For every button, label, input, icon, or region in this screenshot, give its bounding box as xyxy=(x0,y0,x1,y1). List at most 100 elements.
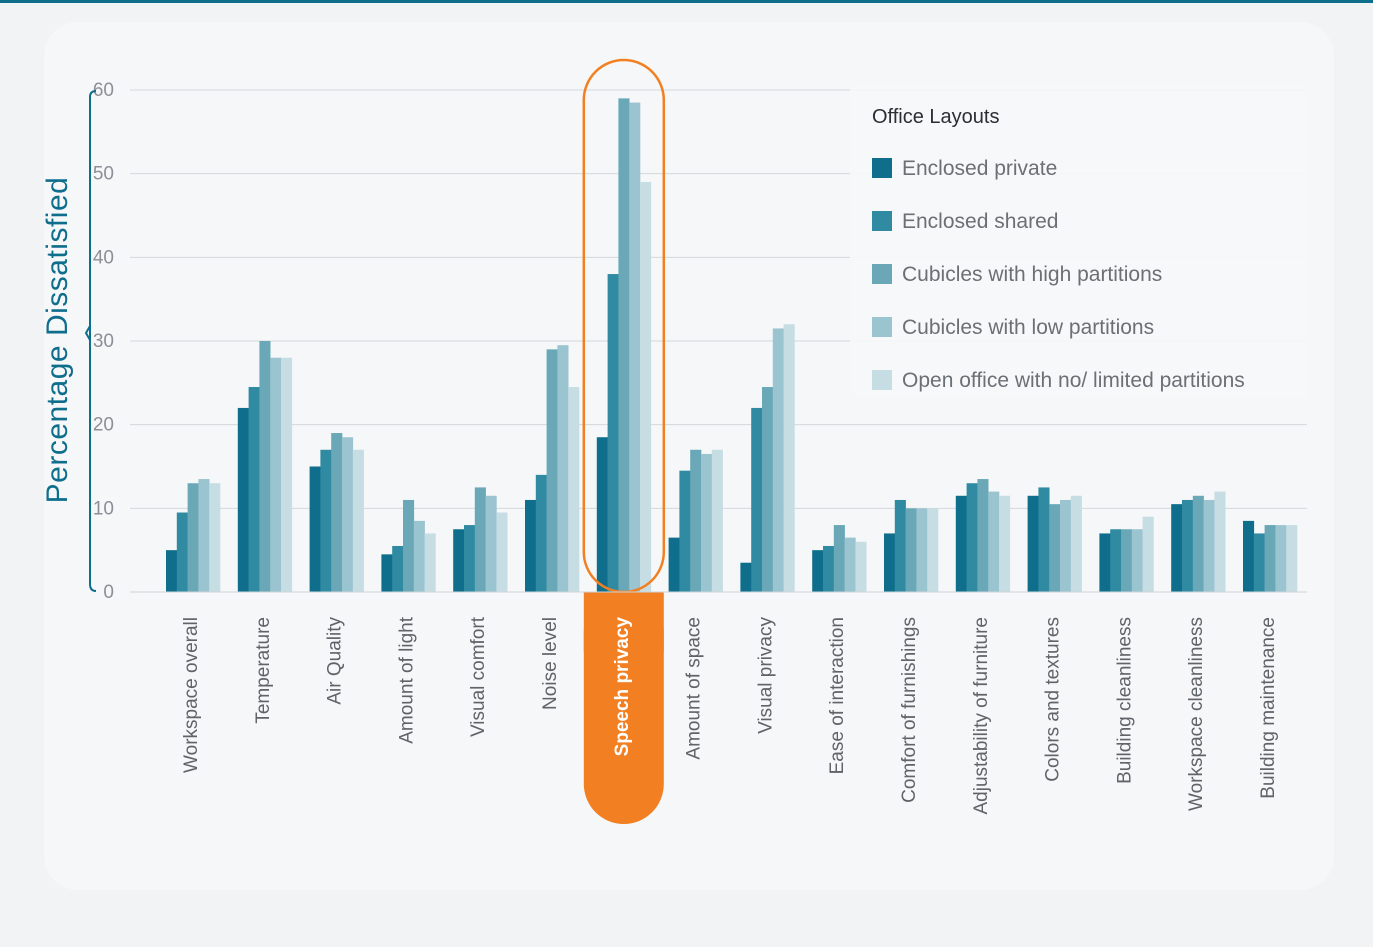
bar-10-1 xyxy=(812,550,824,592)
bar-11-4 xyxy=(916,508,928,592)
bar-16-4 xyxy=(1275,525,1287,592)
legend-swatch-4 xyxy=(872,317,892,337)
bar-11-5 xyxy=(927,508,939,592)
bar-15-4 xyxy=(1203,499,1215,592)
legend-item-label: Enclosed private xyxy=(902,157,1057,180)
bar-8-4 xyxy=(701,453,713,592)
bar-3-2 xyxy=(320,449,332,592)
legend-item-label: Enclosed shared xyxy=(902,210,1058,233)
bar-1-4 xyxy=(198,479,210,592)
bar-15-5 xyxy=(1214,491,1226,592)
bar-11-2 xyxy=(894,499,906,592)
bar-15-2 xyxy=(1182,499,1194,592)
bar-5-1 xyxy=(453,529,465,592)
bar-8-1 xyxy=(668,537,680,592)
bar-13-3 xyxy=(1049,504,1061,592)
bar-1-5 xyxy=(209,483,221,592)
bar-15-3 xyxy=(1192,495,1204,592)
y-tick-label: 20 xyxy=(93,415,114,436)
bar-15-1 xyxy=(1171,504,1183,592)
bar-8-5 xyxy=(711,449,723,592)
bar-5-5 xyxy=(496,512,508,592)
bar-16-3 xyxy=(1264,525,1276,592)
legend-swatch-1 xyxy=(872,158,892,178)
legend-item-label: Cubicles with low partitions xyxy=(902,316,1154,339)
top-accent-rule xyxy=(0,0,1373,3)
y-tick-label: 10 xyxy=(93,498,114,519)
bar-9-1 xyxy=(740,562,752,592)
bar-12-5 xyxy=(999,495,1011,592)
bar-6-2 xyxy=(535,474,547,592)
bar-3-1 xyxy=(309,466,321,592)
bar-13-4 xyxy=(1060,499,1072,592)
bar-9-4 xyxy=(772,328,784,592)
bar-2-2 xyxy=(248,387,260,592)
x-tick-label: Amount of space xyxy=(684,617,705,760)
bar-8-3 xyxy=(690,449,702,592)
bar-9-3 xyxy=(762,387,774,592)
bar-7-1 xyxy=(596,437,608,592)
bar-16-2 xyxy=(1253,533,1265,592)
y-tick-label: 50 xyxy=(93,164,114,185)
x-tick-label: Building cleanliness xyxy=(1114,617,1135,784)
bar-1-1 xyxy=(166,550,178,592)
y-tick-label: 0 xyxy=(103,582,114,603)
bar-14-1 xyxy=(1099,533,1111,592)
y-axis-bracket xyxy=(89,90,97,592)
bar-13-5 xyxy=(1070,495,1082,592)
bar-14-2 xyxy=(1110,529,1122,592)
bar-10-2 xyxy=(823,545,835,592)
bar-5-3 xyxy=(474,487,486,592)
legend-swatch-3 xyxy=(872,264,892,284)
bar-10-4 xyxy=(844,537,856,592)
bar-9-2 xyxy=(751,407,763,592)
bar-8-2 xyxy=(679,470,691,592)
bar-7-2 xyxy=(607,274,619,592)
y-tick-label: 60 xyxy=(93,80,114,101)
legend-item-label: Cubicles with high partitions xyxy=(902,263,1162,286)
highlight-category-pill-top xyxy=(583,592,664,652)
bar-12-3 xyxy=(977,479,989,592)
bar-11-1 xyxy=(884,533,896,592)
bar-12-4 xyxy=(988,491,1000,592)
bar-1-3 xyxy=(187,483,199,592)
x-tick-label: Colors and textures xyxy=(1043,617,1064,782)
bar-14-5 xyxy=(1142,516,1154,592)
x-tick-label: Visual privacy xyxy=(755,617,776,734)
x-tick-label: Speech privacy xyxy=(612,617,633,757)
bar-4-1 xyxy=(381,554,393,592)
y-tick-label: 40 xyxy=(93,247,114,268)
bar-7-4 xyxy=(629,102,641,593)
bar-4-5 xyxy=(424,533,436,592)
legend-swatch-2 xyxy=(872,211,892,231)
y-axis-bracket-notch xyxy=(84,325,91,341)
bar-13-1 xyxy=(1027,495,1039,592)
bar-6-1 xyxy=(525,499,537,592)
bar-2-5 xyxy=(281,357,293,592)
bar-10-3 xyxy=(833,525,845,592)
x-tick-label: Visual comfort xyxy=(468,616,489,737)
bar-14-4 xyxy=(1131,529,1143,592)
bar-5-4 xyxy=(485,495,497,592)
bar-11-3 xyxy=(905,508,917,592)
bar-4-3 xyxy=(403,499,415,592)
y-tick-label: 30 xyxy=(93,331,114,352)
x-tick-label: Building maintenance xyxy=(1258,617,1279,799)
x-tick-label: Ease of interaction xyxy=(827,617,848,774)
bar-16-5 xyxy=(1286,525,1298,592)
legend-swatch-5 xyxy=(872,370,892,390)
bar-7-3 xyxy=(618,98,630,592)
bar-3-4 xyxy=(342,437,354,592)
bar-4-4 xyxy=(413,520,425,592)
bar-13-2 xyxy=(1038,487,1050,592)
bar-6-3 xyxy=(546,349,558,592)
bar-2-3 xyxy=(259,341,271,592)
bar-14-3 xyxy=(1121,529,1133,592)
bar-2-1 xyxy=(237,407,249,592)
bar-6-4 xyxy=(557,345,569,592)
bar-4-2 xyxy=(392,545,404,592)
x-tick-label: Air Quality xyxy=(325,617,346,705)
bar-3-3 xyxy=(331,433,343,592)
legend-item-label: Open office with no/ limited partitions xyxy=(902,369,1245,392)
x-tick-label: Adjustability of furniture xyxy=(971,617,992,815)
